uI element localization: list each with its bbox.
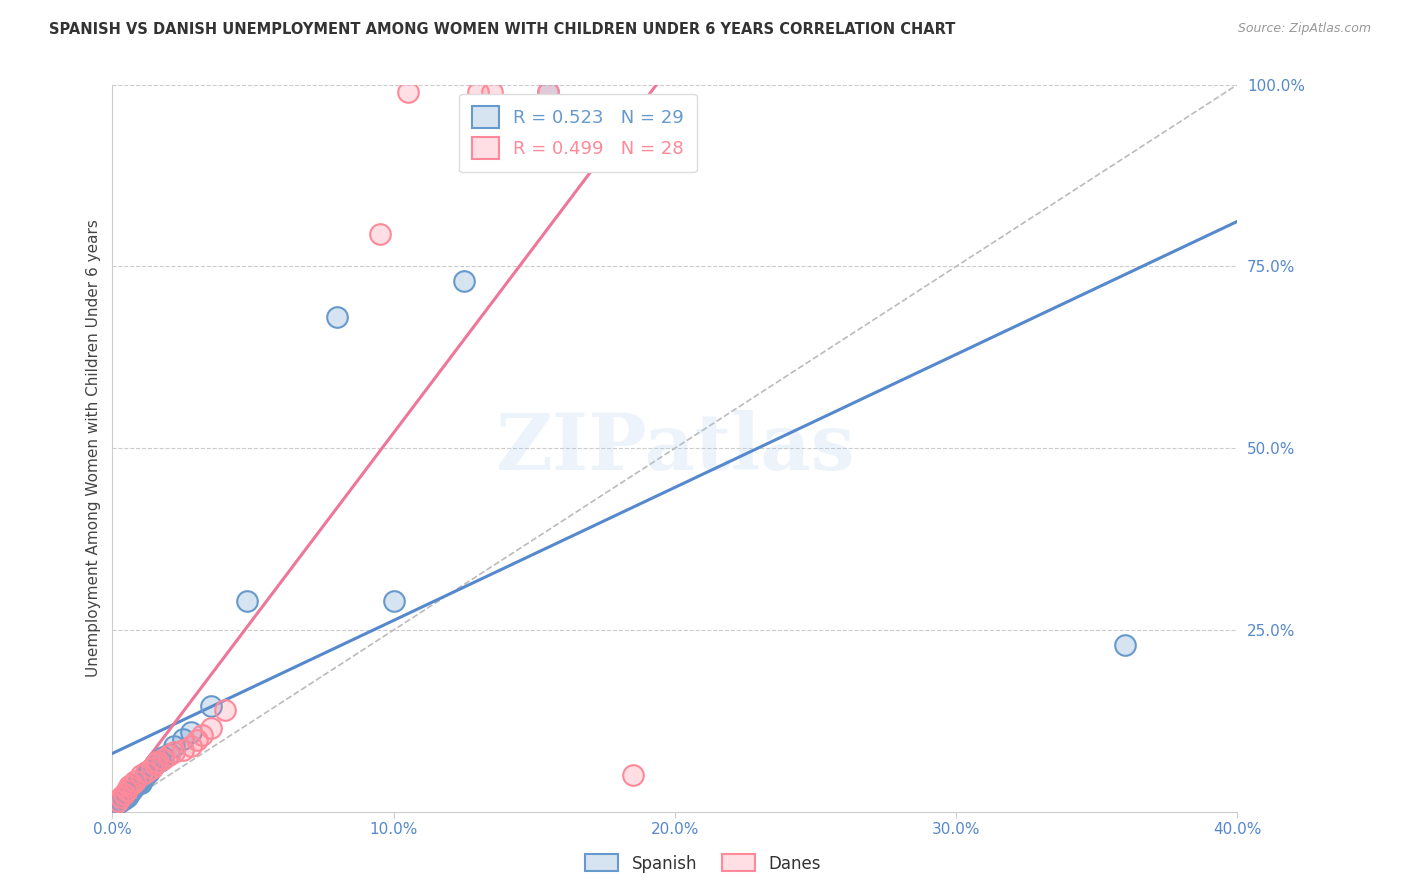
- Legend: Spanish, Danes: Spanish, Danes: [578, 847, 828, 880]
- Point: [112, 791, 135, 805]
- Point: [121, 783, 143, 797]
- Point: [127, 777, 149, 791]
- Point: [110, 790, 132, 805]
- Point: [146, 756, 169, 770]
- Point: [115, 790, 138, 805]
- Point: [172, 743, 194, 757]
- Point: [143, 757, 166, 772]
- Point: [135, 764, 157, 779]
- Legend: R = 0.523   N = 29, R = 0.499   N = 28: R = 0.523 N = 29, R = 0.499 N = 28: [458, 94, 696, 172]
- Point: [107, 796, 129, 810]
- Text: Source: ZipAtlas.com: Source: ZipAtlas.com: [1237, 22, 1371, 36]
- Point: [141, 761, 163, 775]
- Text: SPANISH VS DANISH UNEMPLOYMENT AMONG WOMEN WITH CHILDREN UNDER 6 YEARS CORRELATI: SPANISH VS DANISH UNEMPLOYMENT AMONG WOM…: [49, 22, 956, 37]
- Point: [382, 594, 405, 608]
- Point: [118, 787, 141, 801]
- Point: [112, 787, 135, 801]
- Point: [124, 779, 146, 793]
- Point: [481, 85, 503, 99]
- Point: [143, 757, 166, 772]
- Point: [118, 779, 141, 793]
- Point: [110, 794, 132, 808]
- Point: [132, 772, 155, 786]
- Point: [396, 85, 419, 99]
- Point: [180, 724, 202, 739]
- Point: [200, 721, 222, 735]
- Point: [326, 310, 349, 325]
- Point: [214, 703, 236, 717]
- Point: [146, 756, 169, 770]
- Point: [152, 752, 174, 766]
- Text: ZIPatlas: ZIPatlas: [495, 410, 855, 486]
- Point: [107, 794, 129, 808]
- Point: [152, 750, 174, 764]
- Point: [537, 85, 560, 99]
- Point: [115, 783, 138, 797]
- Point: [121, 777, 143, 791]
- Point: [467, 85, 489, 99]
- Point: [129, 775, 152, 789]
- Point: [537, 85, 560, 99]
- Point: [149, 754, 172, 768]
- Point: [368, 227, 391, 241]
- Point: [163, 745, 186, 759]
- Point: [157, 747, 180, 761]
- Point: [135, 768, 157, 782]
- Point: [180, 739, 202, 754]
- Point: [104, 797, 127, 812]
- Point: [1114, 638, 1136, 652]
- Point: [621, 768, 644, 782]
- Point: [200, 699, 222, 714]
- Point: [236, 594, 259, 608]
- Point: [453, 274, 475, 288]
- Point: [163, 739, 186, 754]
- Point: [186, 733, 208, 747]
- Point: [141, 761, 163, 775]
- Point: [124, 774, 146, 789]
- Point: [129, 768, 152, 782]
- Y-axis label: Unemployment Among Women with Children Under 6 years: Unemployment Among Women with Children U…: [86, 219, 101, 677]
- Point: [172, 731, 194, 746]
- Point: [191, 728, 214, 742]
- Point: [138, 764, 160, 779]
- Point: [157, 747, 180, 762]
- Point: [104, 797, 127, 812]
